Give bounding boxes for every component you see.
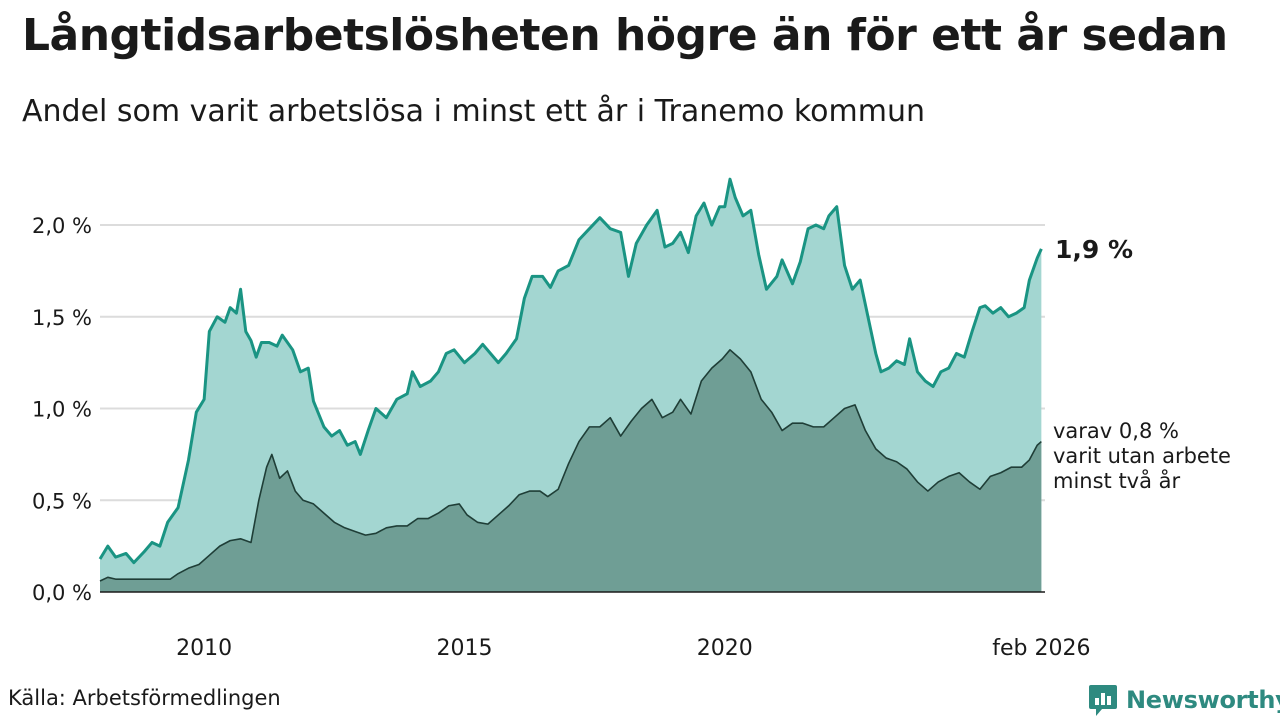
x-axis: 2010 2015 2020 feb 2026 [176,636,1090,661]
newsworthy-logo-icon [1089,685,1117,716]
y-tick-label: 0,0 % [32,581,92,605]
data-areas [98,177,1045,593]
chart-subtitle: Andel som varit arbetslösa i minst ett å… [22,94,925,129]
y-tick-label: 1,0 % [32,398,92,422]
lower-series-label-line: varav 0,8 % [1053,419,1179,443]
series-area-2 [100,349,1042,592]
x-tick-label: 2020 [697,636,753,661]
y-tick-label: 2,0 % [32,214,92,238]
source-label: Källa: Arbetsförmedlingen [8,686,281,710]
brand-name: Newsworthy [1126,686,1280,714]
lower-series-label-line: minst två år [1053,468,1181,493]
x-tick-label: 2015 [436,636,492,661]
series-line-1 [98,177,1043,565]
x-tick-label: 2010 [176,636,232,661]
y-axis: 0,0 % 0,5 % 1,0 % 1,5 % 2,0 % [32,214,92,605]
lower-series-label-line: varit utan arbete [1053,444,1231,468]
brand-logo: Newsworthy [1088,683,1280,717]
end-value-label: 1,9 % [1055,235,1133,264]
y-tick-label: 0,5 % [32,489,92,513]
x-tick-label: feb 2026 [992,636,1090,661]
chart-title: Långtidsarbetslösheten högre än för ett … [22,10,1228,61]
y-tick-label: 1,5 % [32,306,92,330]
series-line-2 [99,349,1042,582]
